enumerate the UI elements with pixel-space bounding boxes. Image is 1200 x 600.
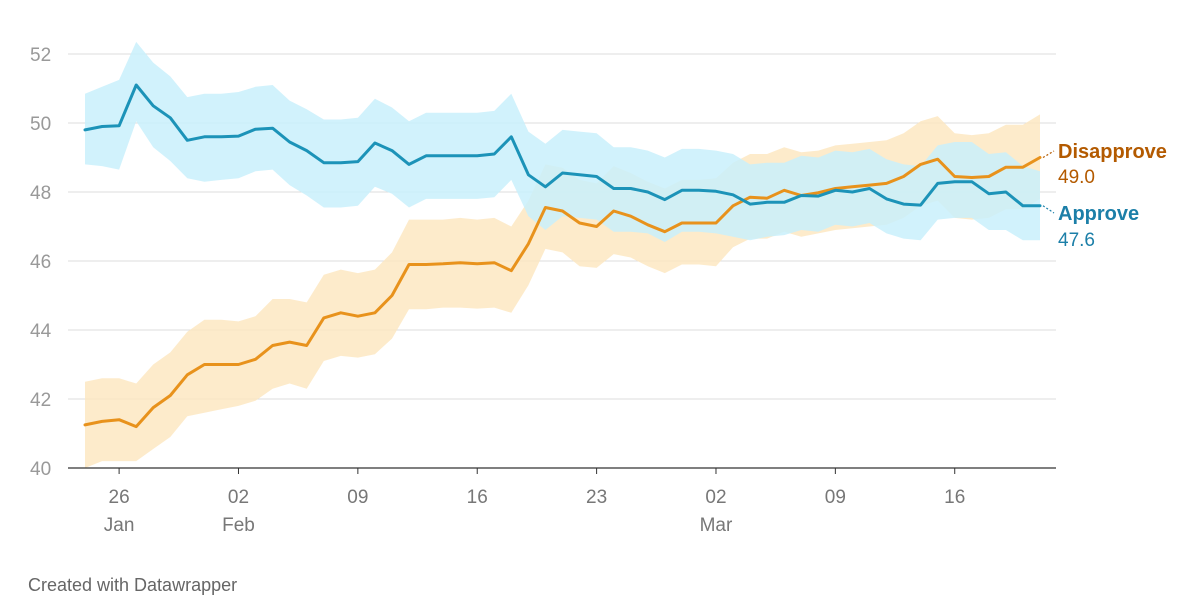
y-tick-label-52: 52 (30, 45, 51, 66)
y-tick-label-42: 42 (30, 390, 51, 411)
y-tick-label-44: 44 (30, 321, 52, 342)
x-tick-month-0: Jan (104, 515, 135, 536)
x-tick-month-1: Feb (222, 515, 255, 536)
y-tick-label-46: 46 (30, 252, 51, 273)
approve-label-connector (1042, 205, 1055, 214)
series-lines (83, 83, 1042, 429)
x-tick-label-6: 09 (825, 487, 846, 508)
approve-confidence-band (85, 41, 1040, 243)
x-tick-label-7: 16 (944, 487, 965, 508)
approve-line (83, 83, 1042, 208)
disapprove-label-connector (1042, 150, 1055, 159)
y-tick-label-50: 50 (30, 114, 51, 135)
disapprove-line (83, 156, 1042, 429)
x-tick-label-3: 16 (467, 487, 488, 508)
approve-series-name: Approve (1058, 203, 1139, 225)
x-tick-label-4: 23 (586, 487, 607, 508)
disapprove-last-value: 49.0 (1058, 167, 1095, 188)
disapprove-series-name: Disapprove (1058, 141, 1167, 163)
series-labels: Disapprove 49.0 Approve 47.6 (1042, 141, 1167, 251)
approve-last-value: 47.6 (1058, 230, 1095, 251)
credit-text: Created with Datawrapper (28, 575, 238, 595)
confidence-bands (85, 41, 1040, 469)
y-tick-label-40: 40 (30, 459, 51, 480)
axes: 40 42 44 46 48 50 52 26 Jan 02 Feb 09 16 23 02 Mar 09 16 (30, 45, 1056, 536)
x-tick-label-2: 09 (347, 487, 368, 508)
y-tick-label-48: 48 (30, 183, 51, 204)
x-tick-label-0: 26 (109, 487, 130, 508)
x-tick-month-5: Mar (700, 515, 733, 536)
x-tick-label-1: 02 (228, 487, 249, 508)
x-tick-label-5: 02 (705, 487, 726, 508)
